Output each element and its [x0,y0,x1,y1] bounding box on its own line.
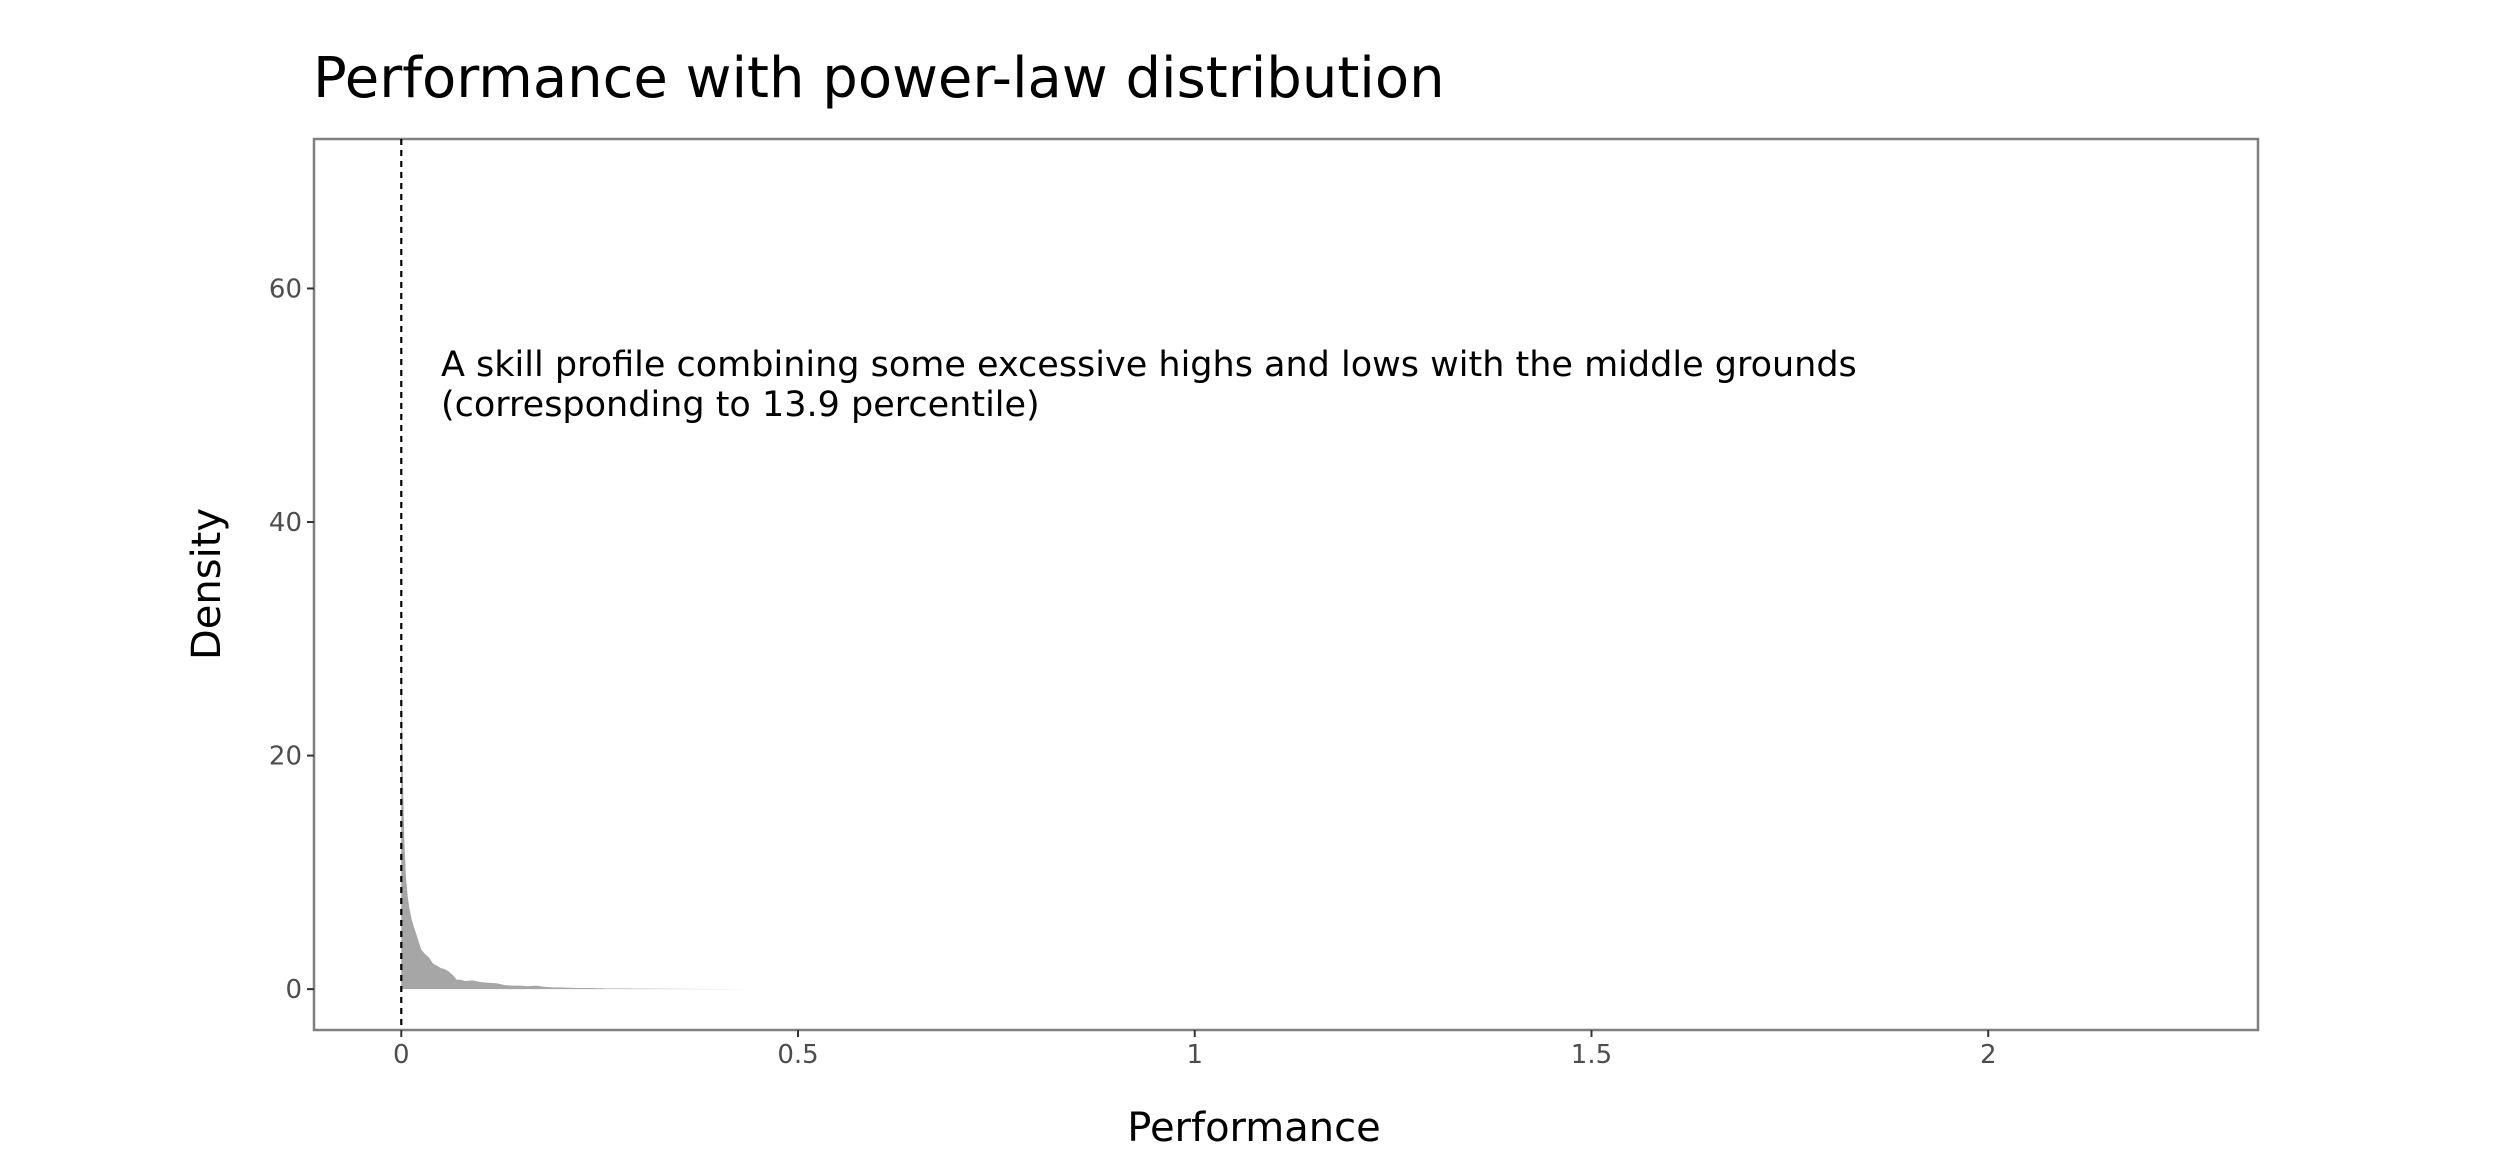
x-tick-label: 1.5 [1571,1040,1612,1070]
y-tick-label: 20 [269,742,302,772]
annotation-line-1: A skill profile combining some excessive… [441,345,1857,385]
x-axis-label: Performance [1127,1105,1380,1151]
y-tick-label: 60 [269,274,302,304]
plot-panel [312,137,2260,1032]
y-tick-label: 40 [269,508,302,538]
y-axis-label: Density [184,508,230,660]
annotation-line-2: (corresponding to 13.9 percentile) [441,385,1040,425]
x-tick-label: 2 [1980,1040,1997,1070]
x-axis: 0 0.5 1 1.5 2 [393,1030,1996,1070]
y-axis: 0 20 40 60 [269,274,314,1005]
x-tick-label: 1 [1186,1040,1203,1070]
y-tick-label: 0 [285,975,302,1005]
x-tick-label: 0.5 [777,1040,818,1070]
annotation-text: A skill profile combining some excessive… [441,345,1868,425]
x-tick-label: 0 [393,1040,410,1070]
chart-title: Performance with power-law distribution [313,46,1445,111]
